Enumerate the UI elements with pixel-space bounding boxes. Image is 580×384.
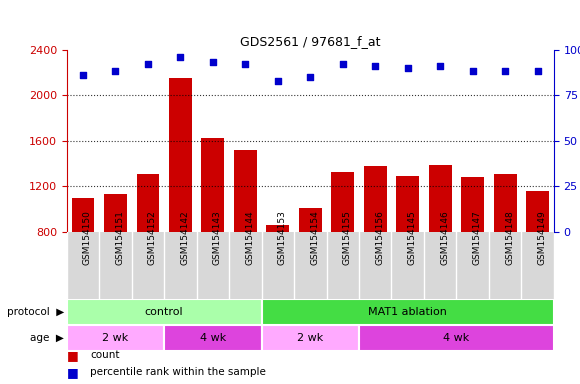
Point [468,68,477,74]
Text: 4 wk: 4 wk [443,333,470,343]
Point [176,54,185,60]
Bar [461,177,484,232]
Text: control: control [145,307,183,317]
Text: count: count [90,350,119,360]
Bar [136,174,160,232]
Text: ■: ■ [67,349,78,362]
Text: GSM154143: GSM154143 [213,210,222,265]
Bar [364,166,387,232]
Text: GSM154153: GSM154153 [278,210,287,265]
Point [501,68,510,74]
Bar [299,208,322,232]
Point [371,63,380,69]
Bar [67,325,164,351]
Text: GSM154147: GSM154147 [473,210,482,265]
Title: GDS2561 / 97681_f_at: GDS2561 / 97681_f_at [240,35,380,48]
Point [241,61,250,67]
Point [338,61,347,67]
Bar [201,139,224,232]
Text: age  ▶: age ▶ [30,333,64,343]
Text: GSM154154: GSM154154 [310,210,320,265]
Point [208,59,218,65]
Bar [234,150,257,232]
Text: GSM154146: GSM154146 [440,210,450,265]
Bar [169,78,192,232]
Text: GSM154144: GSM154144 [245,210,255,265]
Text: GSM154145: GSM154145 [408,210,417,265]
Point [78,72,88,78]
Bar [266,225,289,232]
Text: GSM154148: GSM154148 [505,210,514,265]
Text: 2 wk: 2 wk [102,333,129,343]
Point [436,63,445,69]
Bar [359,325,554,351]
Point [403,65,412,71]
Bar [396,176,419,232]
Text: GSM154142: GSM154142 [180,210,190,265]
Bar [262,325,359,351]
Bar [71,198,95,232]
Text: ■: ■ [67,366,78,379]
Text: GSM154156: GSM154156 [375,210,385,265]
Text: protocol  ▶: protocol ▶ [6,307,64,317]
Point [111,68,120,74]
Bar [526,191,549,232]
Point [533,68,542,74]
Text: GSM154155: GSM154155 [343,210,352,265]
Bar [104,194,127,232]
Text: GSM154152: GSM154152 [148,210,157,265]
Bar [494,174,517,232]
Text: 4 wk: 4 wk [200,333,226,343]
Bar [164,325,262,351]
Point [143,61,153,67]
Bar [262,299,554,325]
Point [306,74,315,80]
Bar [331,172,354,232]
Text: GSM154150: GSM154150 [83,210,92,265]
Text: percentile rank within the sample: percentile rank within the sample [90,367,266,377]
Bar [67,299,262,325]
Text: 2 wk: 2 wk [297,333,324,343]
Text: GSM154151: GSM154151 [115,210,125,265]
Text: GSM154149: GSM154149 [538,210,547,265]
Bar [429,165,452,232]
Point [273,78,282,84]
Text: MAT1 ablation: MAT1 ablation [368,307,447,317]
